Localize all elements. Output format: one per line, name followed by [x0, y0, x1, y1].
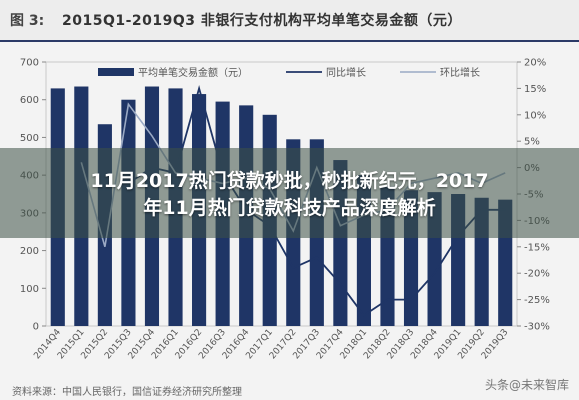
y-right-tick-label: 20%: [524, 58, 546, 69]
figure-number: 图 3:: [10, 13, 45, 29]
y-right-tick-label: -15%: [524, 242, 550, 253]
y-right-tick-label: 5%: [524, 137, 540, 148]
y-right-tick-label: 15%: [524, 84, 546, 95]
watermark: 头条@未来智库: [484, 378, 569, 392]
y-right-tick-label: -20%: [524, 269, 550, 280]
y-right-tick-label: -25%: [524, 295, 550, 306]
y-right-tick-label: 10%: [524, 110, 546, 121]
y-left-tick-label: 0: [33, 322, 39, 333]
y-right-tick-label: -30%: [524, 322, 550, 333]
y-left-tick-label: 500: [20, 133, 39, 144]
source-note: 资料来源：中国人民银行，国信证券经济研究所整理: [12, 387, 242, 398]
figure-title: 2015Q1-2019Q3 非银行支付机构平均单笔交易金额（元）: [62, 13, 462, 29]
overlay-line-2: 年11月热门贷款科技产品深度解析: [143, 197, 436, 219]
legend-label-bar: 平均单笔交易金额（元）: [138, 66, 248, 79]
y-left-tick-label: 600: [20, 95, 39, 106]
y-left-tick-label: 700: [20, 58, 39, 69]
figure-header: 图 3: 2015Q1-2019Q3 非银行支付机构平均单笔交易金额（元）: [0, 0, 579, 42]
y-left-tick-label: 200: [20, 246, 39, 257]
legend-swatch-bar: [98, 68, 134, 76]
y-left-tick-label: 100: [20, 284, 39, 295]
overlay-headline: 11月2017热门贷款秒批，秒批新纪元，2017 年11月热门贷款科技产品深度解…: [20, 168, 559, 222]
yoy-line: [127, 85, 506, 317]
legend-label-qoq: 环比增长: [440, 66, 480, 79]
overlay-line-1: 11月2017热门贷款秒批，秒批新纪元，2017: [90, 170, 489, 192]
overlay-band: [0, 148, 579, 238]
legend-label-yoy: 同比增长: [326, 66, 366, 79]
